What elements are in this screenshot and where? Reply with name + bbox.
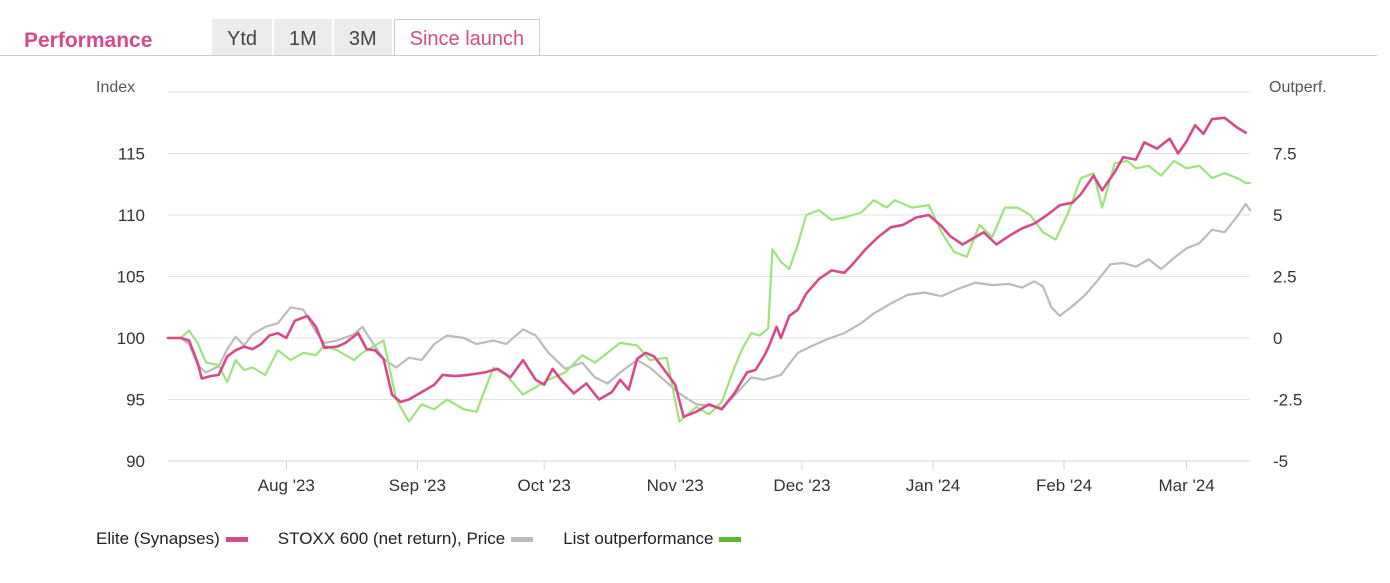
tab-ytd[interactable]: Ytd <box>212 19 273 56</box>
tab-since-launch[interactable]: Since launch <box>393 19 541 56</box>
x-tick-label: Mar '24 <box>1159 476 1215 495</box>
performance-header: Performance Ytd 1M 3M Since launch <box>0 0 1390 57</box>
x-tick-label: Dec '23 <box>773 476 830 495</box>
grid-lines <box>168 91 1250 462</box>
series-lines <box>166 116 1252 423</box>
left-axis: Index 90 95 100 105 110 115 <box>96 79 145 471</box>
legend-label-stoxx: STOXX 600 (net return), Price <box>277 529 506 548</box>
legend-item-outperformance[interactable]: List outperformance <box>563 529 742 549</box>
tab-3m[interactable]: 3M <box>333 19 392 56</box>
x-axis: Aug '23 Sep '23 Oct '23 Nov '23 Dec '23 Jan '… <box>258 461 1215 495</box>
left-tick-label: 110 <box>118 206 145 225</box>
legend-item-stoxx[interactable]: STOXX 600 (net return), Price <box>277 529 534 549</box>
left-tick-label: 105 <box>117 268 145 287</box>
left-tick-label: 100 <box>117 329 145 348</box>
chart-legend: Elite (Synapses) STOXX 600 (net return),… <box>96 529 771 549</box>
right-axis-title: Outperf. <box>1269 79 1327 96</box>
x-tick-label: Aug '23 <box>258 476 315 495</box>
x-tick-label: Sep '23 <box>389 476 446 495</box>
right-tick-label: 7.5 <box>1273 145 1297 164</box>
left-tick-label: 115 <box>118 145 145 164</box>
legend-swatch-elite <box>225 536 248 542</box>
x-tick-label: Oct '23 <box>518 476 571 495</box>
x-tick-label: Feb '24 <box>1036 476 1092 495</box>
right-tick-label: -5 <box>1273 452 1288 471</box>
right-tick-label: 2.5 <box>1273 268 1297 287</box>
left-tick-label: 90 <box>126 452 145 471</box>
legend-label-outperformance: List outperformance <box>563 529 714 548</box>
right-tick-label: -2.5 <box>1273 391 1302 410</box>
performance-chart: Aug '23 Sep '23 Oct '23 Nov '23 Dec '23 Jan '… <box>96 79 1327 495</box>
legend-swatch-outperformance <box>719 536 742 542</box>
legend-item-elite[interactable]: Elite (Synapses) <box>96 529 248 549</box>
x-tick-label: Nov '23 <box>647 476 704 495</box>
x-tick-label: Jan '24 <box>906 476 960 495</box>
legend-label-elite: Elite (Synapses) <box>96 529 220 548</box>
tab-1m[interactable]: 1M <box>274 19 332 56</box>
right-axis: Outperf. -5 -2.5 0 2.5 5 7.5 <box>1269 79 1327 471</box>
right-tick-label: 0 <box>1273 329 1282 348</box>
performance-title: Performance <box>24 29 153 52</box>
left-tick-label: 95 <box>126 391 145 410</box>
elite-series-line <box>166 116 1248 419</box>
period-tabs: Ytd 1M 3M Since launch <box>212 19 542 56</box>
stoxx-series-line <box>166 202 1252 410</box>
left-axis-title: Index <box>96 79 135 96</box>
header-divider <box>0 55 1377 56</box>
legend-swatch-stoxx <box>511 536 534 542</box>
right-tick-label: 5 <box>1273 206 1282 225</box>
